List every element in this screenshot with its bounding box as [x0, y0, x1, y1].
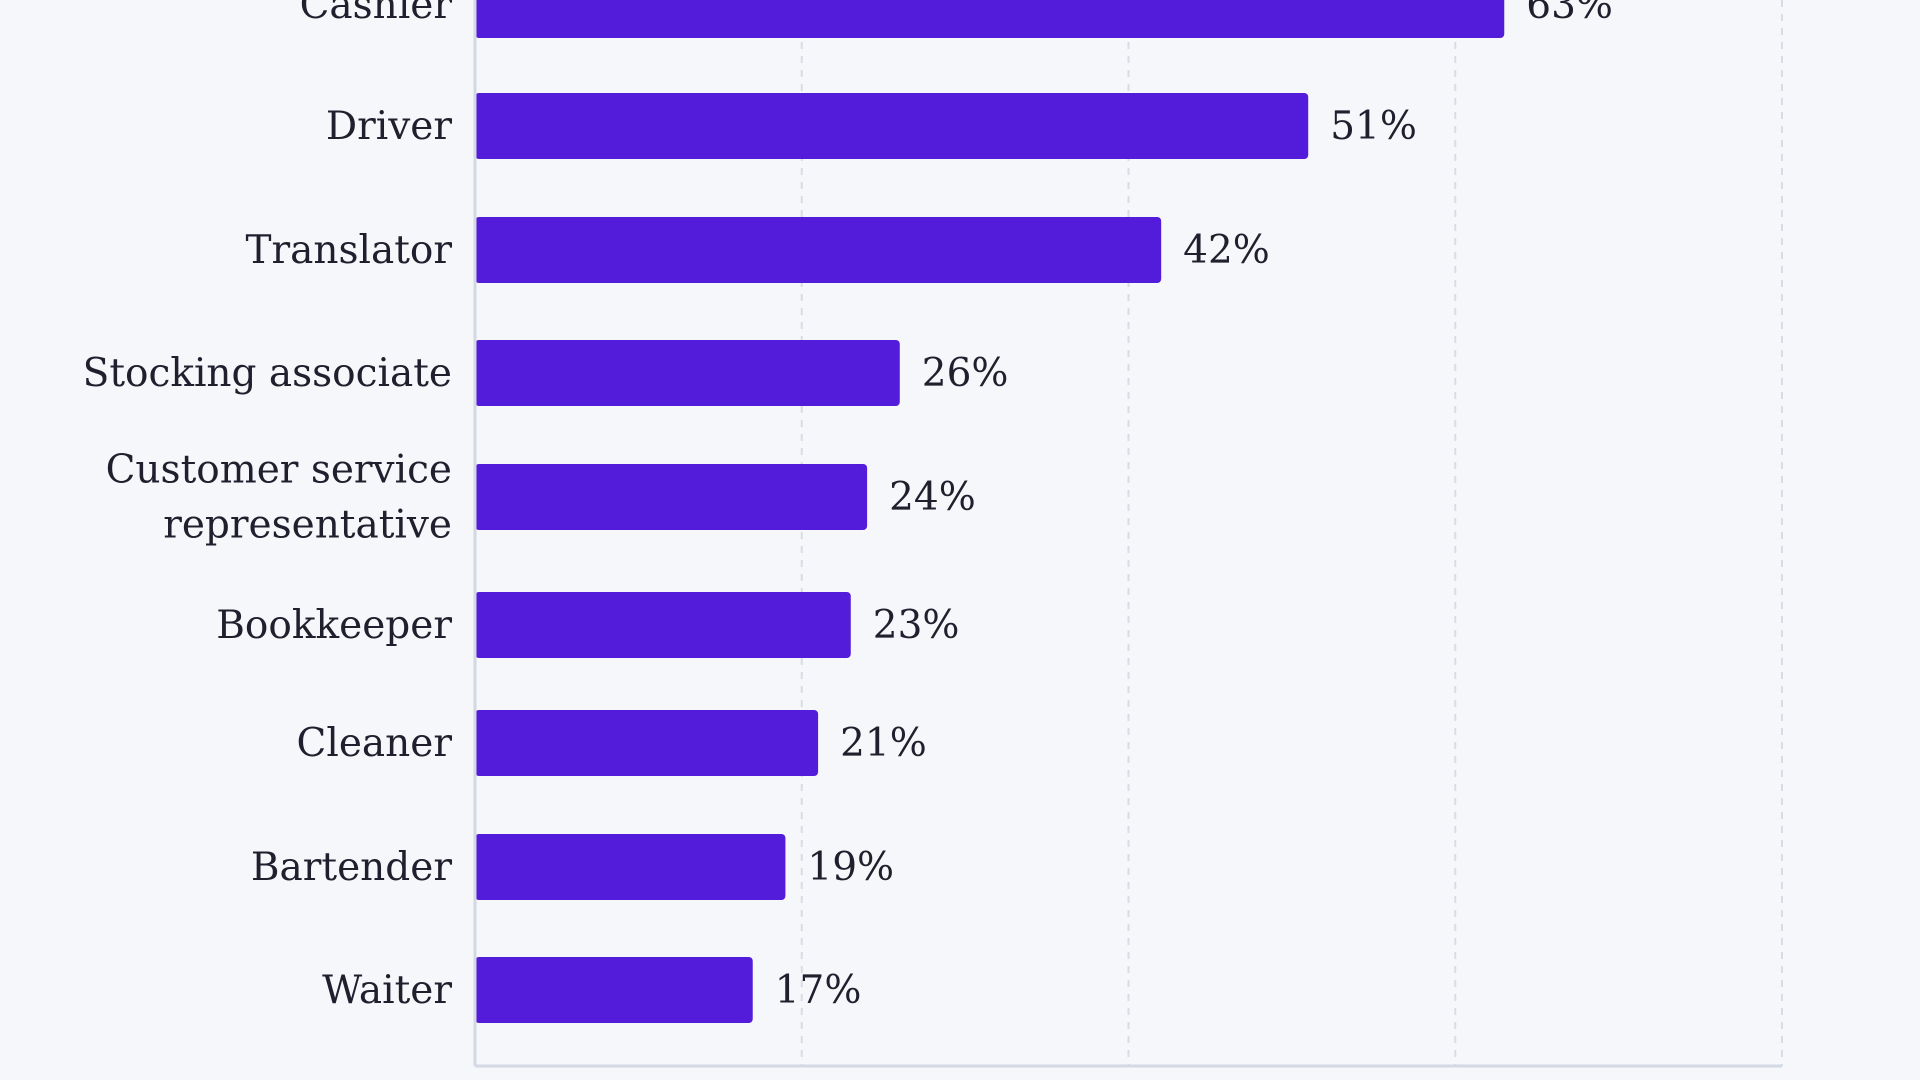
bar-waiter	[475, 957, 753, 1023]
bar-bookkeeper	[475, 592, 851, 658]
bar-cashier	[475, 0, 1505, 38]
value-label-driver: 51%	[1330, 104, 1417, 149]
value-labels: 63% 51% 42% 26% 24% 23% 21% 19% 17%	[775, 0, 1613, 1013]
bar-cleaner	[475, 710, 819, 776]
category-label-stocking-associate: Stocking associate	[83, 351, 452, 396]
value-label-bookkeeper: 23%	[873, 603, 960, 648]
value-label-bartender: 19%	[807, 845, 894, 890]
gridlines	[800, 0, 1783, 1066]
bar-customer-service-representative	[475, 464, 868, 530]
category-label-bookkeeper: Bookkeeper	[216, 603, 452, 648]
bar-stocking-associate	[475, 340, 900, 406]
category-labels: Cashier Driver Translator Stocking associat…	[83, 0, 453, 1013]
category-label-cleaner: Cleaner	[297, 721, 453, 766]
value-label-customer-service-representative: 24%	[889, 475, 976, 520]
bar-bartender	[475, 834, 786, 900]
value-label-stocking-associate: 26%	[922, 351, 1009, 396]
bar-translator	[475, 217, 1162, 283]
value-label-translator: 42%	[1183, 228, 1270, 273]
category-label-translator: Translator	[245, 228, 452, 273]
category-label-bartender: Bartender	[251, 845, 452, 890]
value-label-cashier: 63%	[1526, 0, 1613, 28]
bars	[475, 0, 1505, 1023]
bar-driver	[475, 93, 1309, 159]
category-label-waiter: Waiter	[322, 968, 452, 1013]
category-label-cashier: Cashier	[300, 0, 453, 28]
value-label-waiter: 17%	[775, 968, 862, 1013]
category-label-driver: Driver	[326, 104, 452, 149]
category-label-customer-service-representative: Customer service representative	[106, 448, 452, 548]
value-label-cleaner: 21%	[840, 721, 927, 766]
